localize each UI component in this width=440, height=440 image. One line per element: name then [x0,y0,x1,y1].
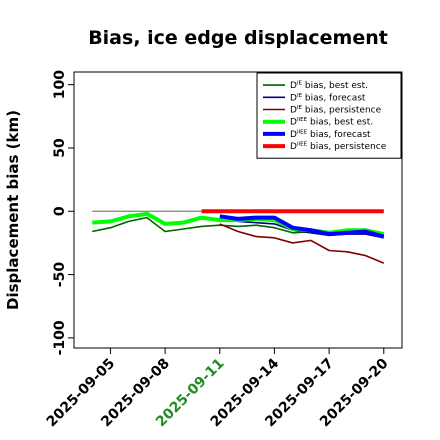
y-tick-label: 100 [52,70,68,99]
series-layer [92,209,385,264]
plot-frame [73,71,403,349]
legend-entry: DIE bias, best est. [290,81,368,92]
legend: DIE bias, best est.DIE bias, forecastDIE… [256,72,402,159]
legend-box [256,72,402,159]
legend-entry: DIE bias, persistence [290,105,382,116]
y-tick-label: -50 [52,262,68,288]
legend-entry: DIIEE bias, persistence [290,142,387,153]
series-line-5 [219,214,385,239]
legend-entry: DIIEE bias, forecast [290,129,371,140]
legend-entry: DIIEE bias, best est. [290,117,373,128]
y-tick-label: 50 [52,138,68,158]
y-axis: -100 -50 0 50 100 [52,70,74,355]
series-line-3 [219,223,385,264]
chart-title: Bias, ice edge displacement [88,27,388,49]
legend-entry: DIE bias, forecast [290,93,366,104]
x-axis: 2025-09-052025-09-082025-09-112025-09-14… [44,348,392,430]
y-tick-label: 0 [52,206,68,216]
y-tick-label: -100 [52,320,68,355]
y-axis-label: Displacement bias (km) [4,110,22,310]
